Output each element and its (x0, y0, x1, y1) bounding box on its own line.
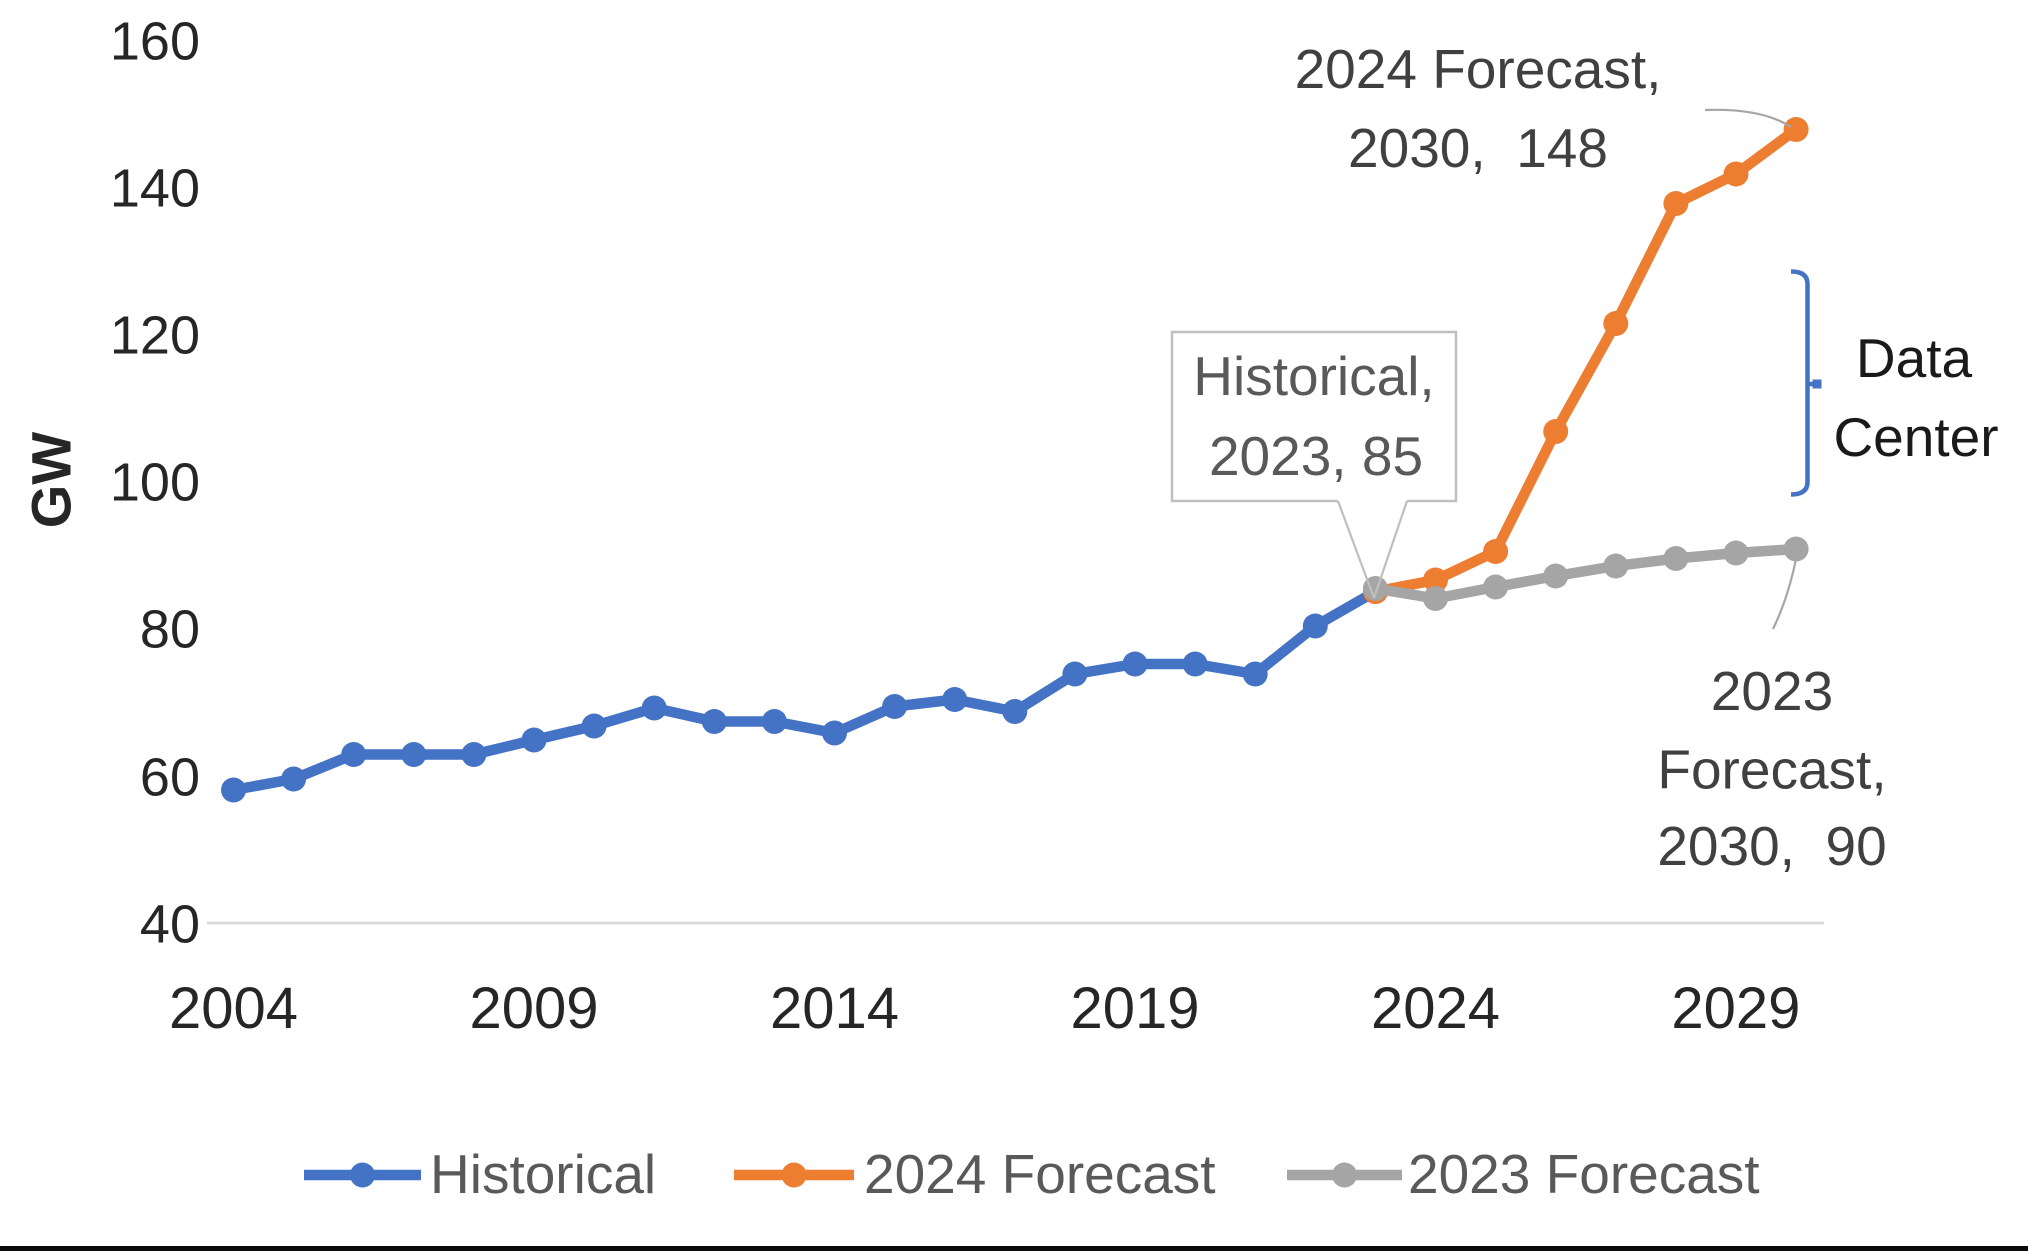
svg-text:160: 160 (110, 12, 200, 72)
svg-text:2024 Forecast,: 2024 Forecast, (1295, 38, 1662, 100)
svg-text:Historical: Historical (430, 1143, 656, 1205)
svg-text:2024: 2024 (1371, 976, 1500, 1041)
svg-text:2029: 2029 (1671, 976, 1800, 1041)
svg-text:2014: 2014 (770, 976, 899, 1041)
svg-text:2024 Forecast: 2024 Forecast (864, 1143, 1216, 1205)
svg-text:2019: 2019 (1070, 976, 1199, 1041)
svg-text:2023: 2023 (1711, 660, 1833, 722)
svg-text:140: 140 (110, 159, 200, 219)
svg-text:Forecast,: Forecast, (1657, 739, 1886, 801)
svg-text:120: 120 (110, 306, 200, 366)
svg-text:100: 100 (110, 453, 200, 513)
svg-text:Center: Center (1833, 406, 1998, 468)
svg-text:2030, 148: 2030, 148 (1348, 117, 1608, 179)
svg-text:Historical,: Historical, (1193, 345, 1434, 407)
svg-text:2023 Forecast: 2023 Forecast (1408, 1143, 1760, 1205)
svg-text:2030, 90: 2030, 90 (1657, 815, 1886, 877)
svg-text:60: 60 (140, 748, 200, 808)
svg-text:2023, 85: 2023, 85 (1209, 425, 1423, 487)
svg-text:Data: Data (1856, 327, 1973, 389)
svg-text:GW: GW (20, 432, 83, 529)
svg-text:2009: 2009 (469, 976, 598, 1041)
svg-text:2004: 2004 (169, 976, 298, 1041)
svg-text:40: 40 (140, 895, 200, 955)
svg-text:80: 80 (140, 600, 200, 660)
